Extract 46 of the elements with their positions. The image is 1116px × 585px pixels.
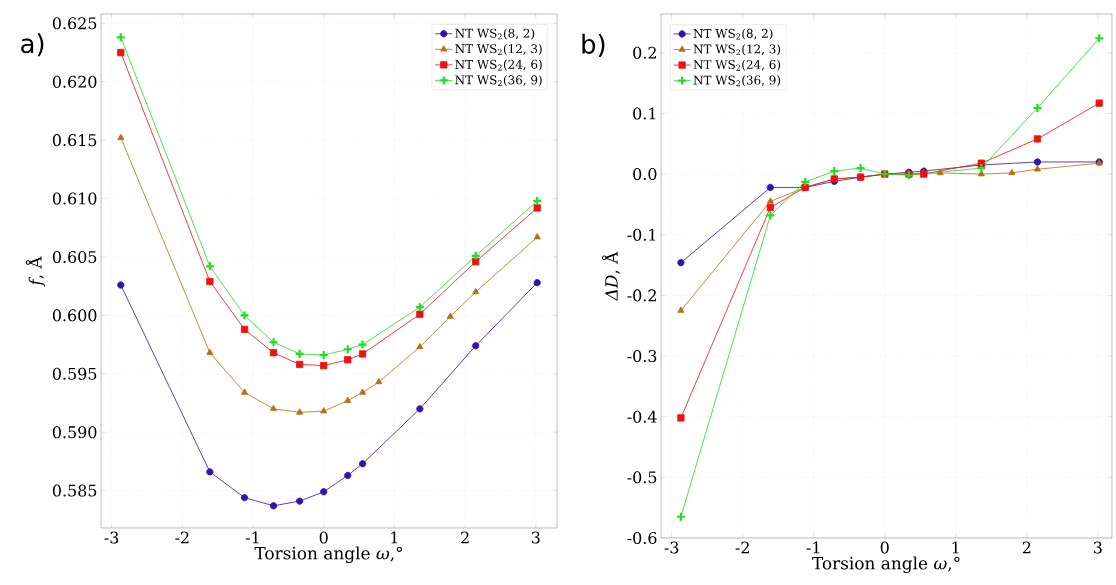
y-tick-label: 0.605: [52, 250, 97, 263]
x-tick-label: 1: [952, 541, 959, 554]
y-tick-label: 0.615: [52, 134, 97, 147]
y-tick-label: 0.585: [52, 484, 97, 497]
y-tick-label: -0.2: [627, 289, 656, 302]
legend-label: NT WS$_{2}$(24, 6): [693, 59, 781, 71]
x-tick-label: -3: [104, 531, 119, 544]
legend-label: NT WS$_{2}$(36, 9): [693, 75, 781, 87]
x-tick-label: 3: [531, 531, 540, 544]
y-tick-label: 0.2: [633, 46, 656, 59]
y-tick-label: 0.625: [52, 17, 97, 30]
x-tick-label: 0: [319, 531, 328, 544]
y-tick-label: -0.3: [627, 350, 657, 363]
x-axis-title: Torsion angle ω,°: [254, 546, 402, 564]
y-tick-label: 0.0: [633, 168, 657, 181]
y-tick-label: -0.1: [627, 228, 656, 241]
y-tick-label: 0.610: [52, 192, 97, 205]
text: a): [21, 33, 44, 57]
x-axis-title: Torsion angle ω,°: [812, 556, 960, 574]
y-tick-label: 0.620: [52, 75, 97, 88]
x-tick-label: 1: [391, 531, 398, 544]
y-tick-label: 0.1: [633, 107, 656, 120]
y-tick-label: 0.595: [52, 367, 97, 380]
y-tick-label: -0.4: [627, 410, 657, 423]
x-tick-label: -1: [806, 541, 820, 554]
legend-label: NT WS$_{2}$(12, 3): [693, 44, 781, 56]
x-tick-label: 2: [1022, 541, 1031, 554]
y-tick-label: -0.5: [627, 471, 657, 484]
y-tick-label: -0.6: [627, 531, 657, 545]
x-tick-label: -2: [175, 531, 189, 544]
legend-label: NT WS$_{2}$(24, 6): [455, 59, 542, 71]
x-tick-label: -1: [245, 531, 259, 544]
legend-label: NT WS$_{2}$(12, 3): [455, 44, 542, 55]
y-tick-label: 0.590: [52, 426, 97, 439]
y-axis-title: ΔD, Å: [601, 251, 620, 301]
legend-label: NT WS$_{2}$(8, 2): [693, 28, 773, 40]
x-tick-label: 2: [461, 531, 469, 544]
x-tick-label: -2: [735, 541, 749, 554]
x-tick-label: -3: [664, 541, 679, 554]
x-tick-label: 3: [1093, 541, 1102, 554]
y-axis-title: f, Å: [25, 256, 46, 287]
text: b): [582, 33, 605, 57]
x-tick-label: 0: [880, 541, 889, 554]
y-tick-label: 0.600: [52, 309, 97, 322]
legend-label: NT WS$_{2}$(36, 9): [455, 75, 542, 87]
legend-label: NT WS$_{2}$(8, 2): [455, 28, 535, 40]
